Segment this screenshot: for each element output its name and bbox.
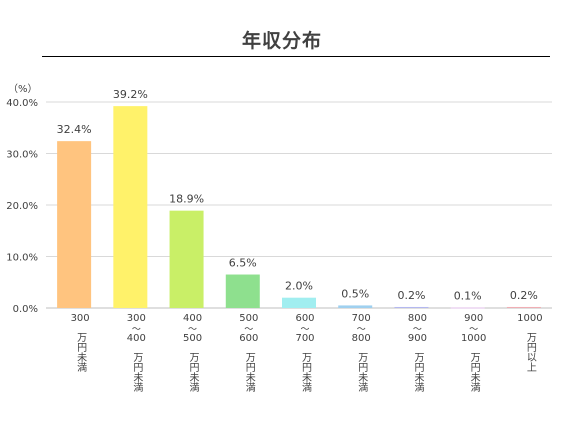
x-category-label-part: 800 (352, 333, 371, 344)
bar (506, 306, 541, 308)
x-category-label-part: ～ (300, 325, 309, 335)
x-category-label-part: 700 (352, 313, 371, 324)
x-category-label-part: ～ (413, 325, 422, 335)
y-tick-label: 40.0% (6, 98, 38, 109)
data-label: 0.1% (454, 289, 482, 302)
bar (282, 297, 316, 308)
chart-title: 年収分布 (241, 30, 322, 52)
x-category-label-part: ～ (188, 325, 197, 335)
x-category-label-part: 800 (408, 313, 427, 324)
x-category-label: 300～400 万円未満 (127, 313, 146, 393)
x-category-label-part: 900 (408, 333, 427, 344)
x-category-label-part: 500 (239, 313, 258, 324)
y-axis-unit-label: （%） (8, 84, 38, 95)
x-category-label-part: 万円未満 (356, 352, 368, 393)
x-category-label: 400～500 万円未満 (183, 313, 202, 393)
x-category-label: 1000 万円以上 (517, 313, 542, 372)
bar (169, 210, 204, 308)
data-label: 18.9% (169, 193, 204, 206)
data-label: 2.0% (285, 280, 313, 293)
data-label: 0.2% (510, 289, 538, 302)
x-category-label: 700～800 万円未満 (352, 313, 371, 393)
y-tick-label: 30.0% (6, 150, 38, 161)
data-label: 39.2% (113, 88, 148, 101)
x-category-label-part: 1000 (461, 333, 486, 344)
x-category-label-part: 500 (183, 333, 202, 344)
bar (338, 305, 373, 308)
x-category-label-part: 400 (127, 333, 146, 344)
x-category-label-part: 900 (464, 313, 483, 324)
data-label: 0.2% (397, 289, 425, 302)
data-label: 32.4% (57, 123, 92, 136)
x-category-label-part: 万円未満 (243, 352, 255, 393)
x-category-label-part: 万円未満 (412, 352, 424, 393)
x-category-label-part: 万円未満 (131, 352, 143, 393)
bar (57, 141, 92, 308)
y-tick-label: 10.0% (6, 253, 38, 264)
x-category-label-part: 万円未満 (187, 352, 199, 393)
y-tick-label: 0.0% (13, 304, 38, 315)
x-category-label-part: 万円未満 (468, 352, 480, 393)
title-underline (42, 56, 550, 57)
x-category-label-part: 万円以上 (524, 332, 536, 372)
x-category-label-part: 300 (71, 313, 90, 324)
x-category-label-part: 1000 (517, 313, 542, 324)
x-category-label: 300 万円未満 (71, 313, 90, 373)
x-category-label-part: 万円未満 (75, 332, 87, 373)
x-category-label-part: 300 (127, 313, 146, 324)
x-category-label: 500～600 万円未満 (239, 313, 258, 393)
x-category-label: 600～700 万円未満 (295, 313, 314, 393)
bar (394, 306, 429, 308)
x-category-label-part: 600 (295, 313, 314, 324)
bar (225, 274, 260, 308)
x-category-label-part: ～ (469, 325, 478, 335)
bar (113, 106, 148, 309)
x-category-label-part: ～ (244, 325, 253, 335)
x-category-label-part: ～ (132, 325, 141, 335)
data-label: 0.5% (341, 287, 369, 300)
x-category-label: 800～900 万円未満 (408, 313, 427, 393)
x-category-label: 900～1000 万円未満 (461, 313, 486, 393)
y-tick-label: 20.0% (6, 201, 38, 212)
x-category-label-part: 600 (239, 333, 258, 344)
bar (450, 307, 485, 309)
x-category-label-part: 700 (295, 333, 314, 344)
x-category-label-part: 400 (183, 313, 202, 324)
x-category-label-part: ～ (357, 325, 366, 335)
data-label: 6.5% (229, 257, 257, 270)
x-category-label-part: 万円未満 (300, 352, 312, 393)
